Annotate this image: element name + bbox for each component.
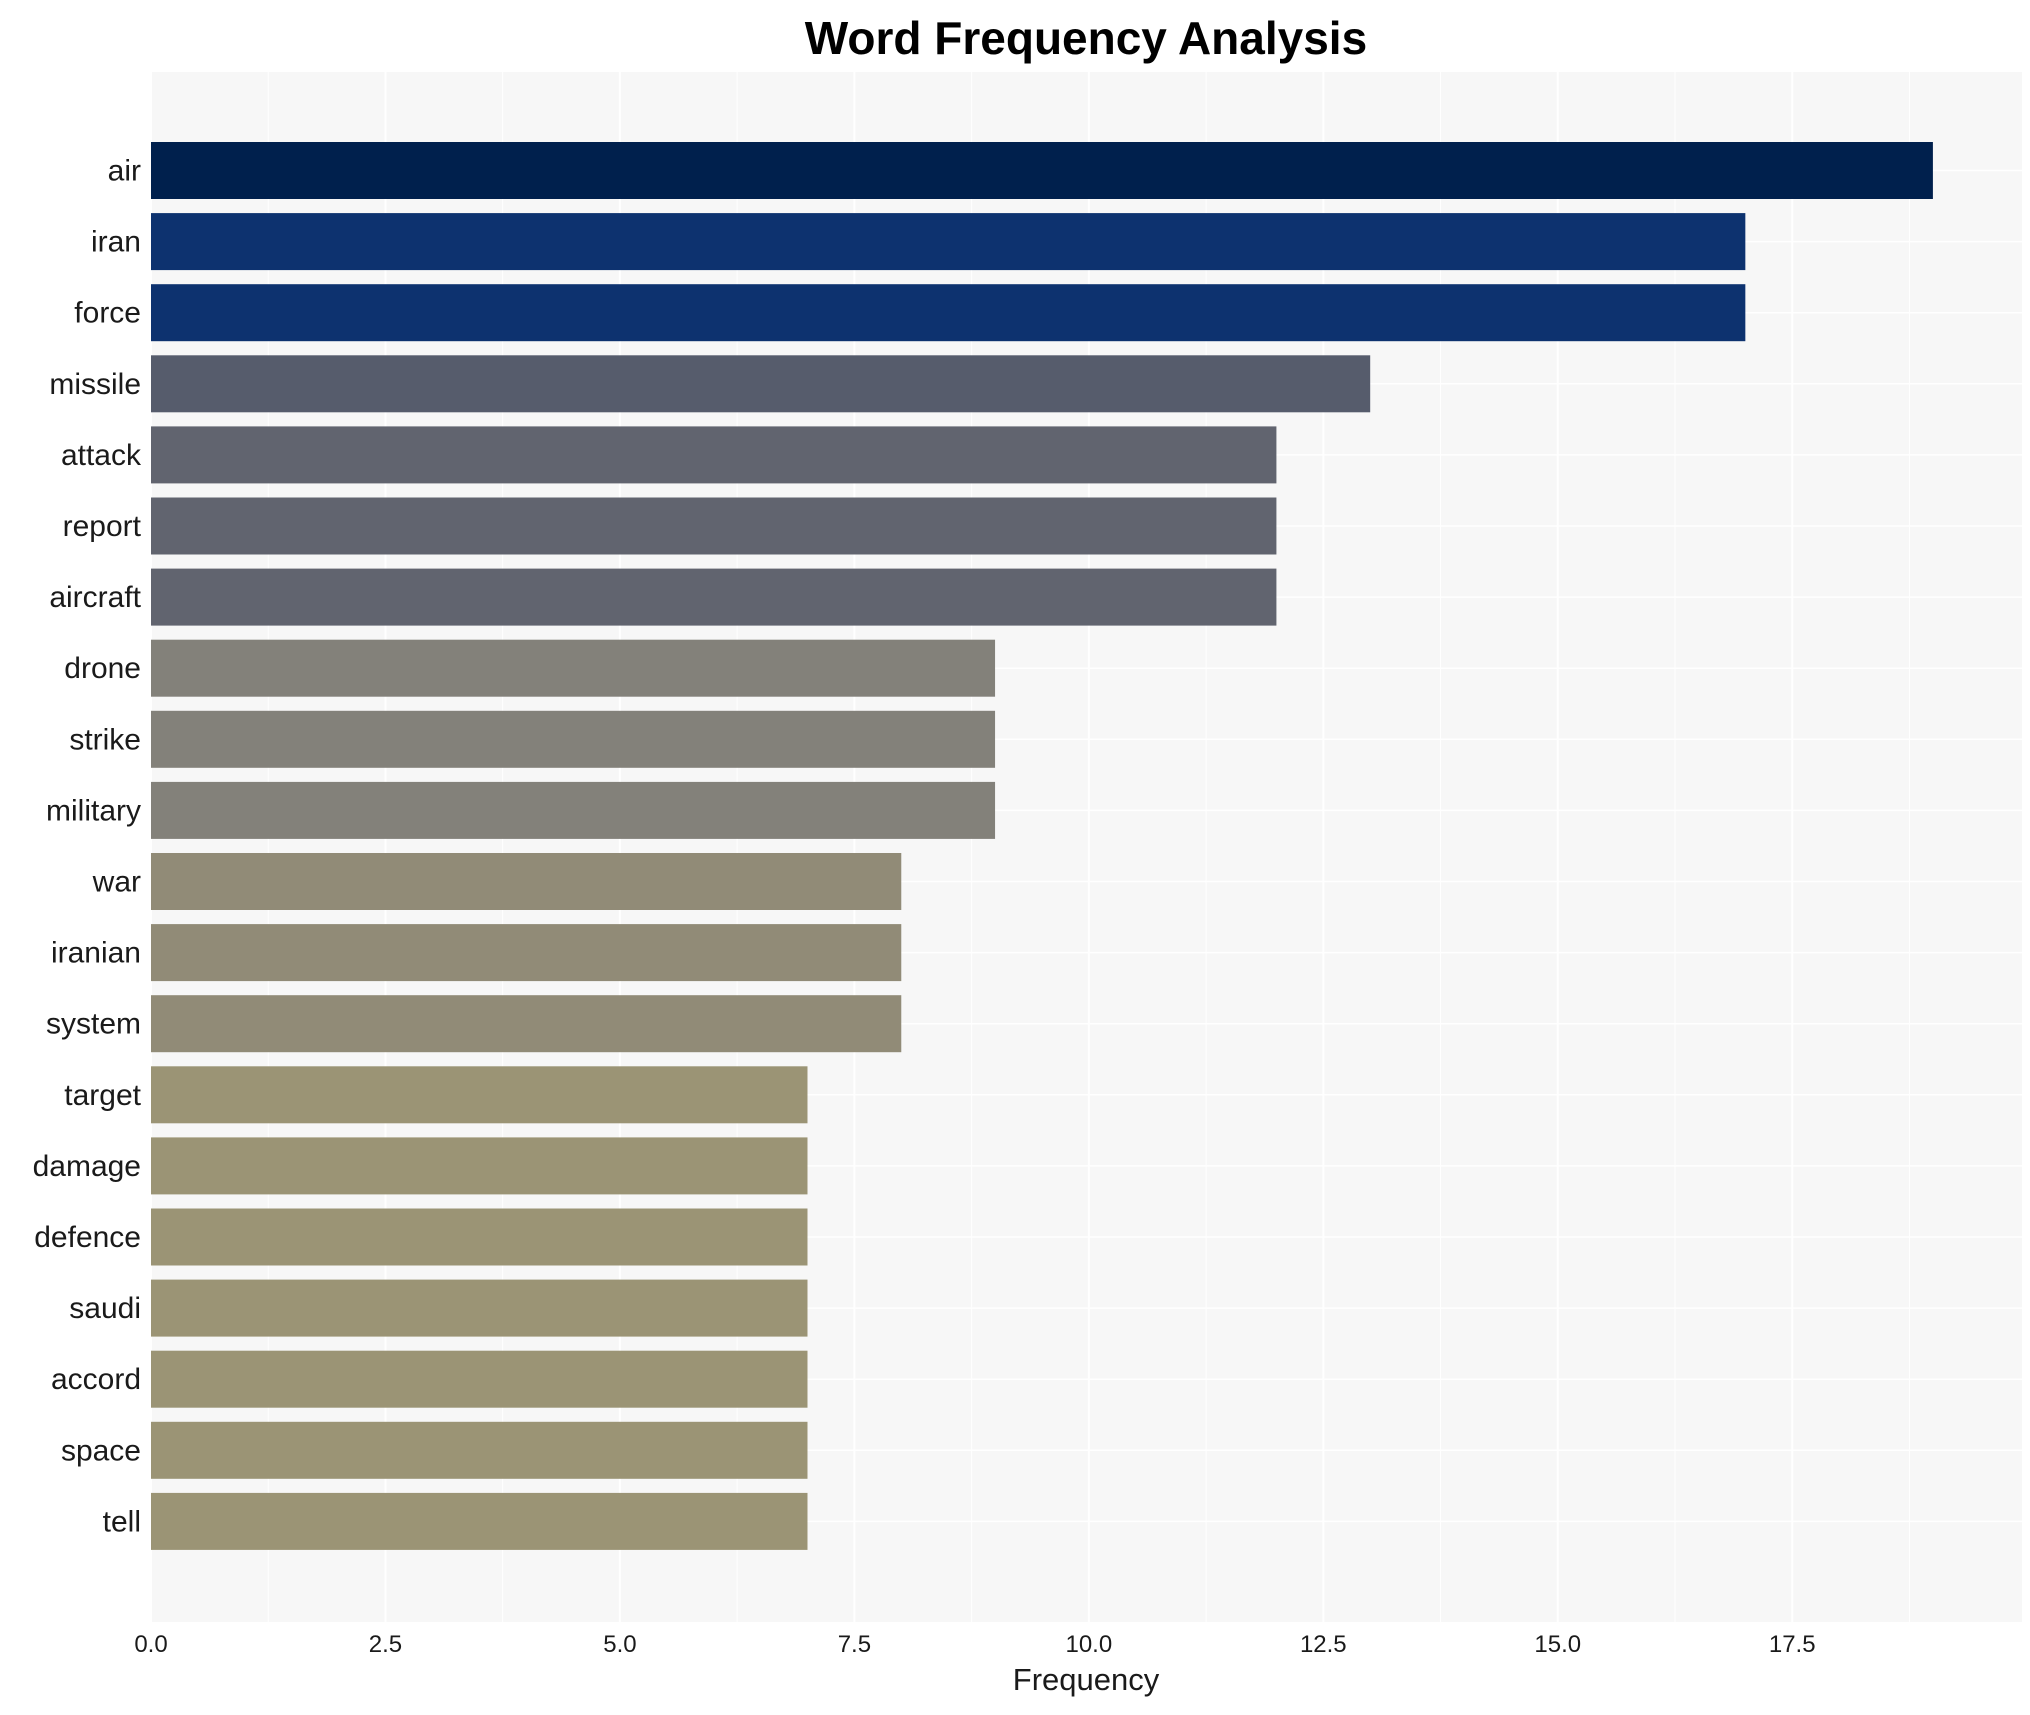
bar-defence: [151, 1208, 808, 1266]
bar-war: [151, 853, 902, 910]
bar-damage: [151, 1137, 808, 1195]
y-tick-label: attack: [61, 439, 142, 472]
bar-force: [151, 284, 1746, 342]
bar-aircraft: [151, 568, 1277, 626]
x-tick-label: 5.0: [603, 1631, 636, 1658]
y-tick-label: saudi: [69, 1292, 141, 1325]
bar-target: [151, 1066, 808, 1124]
bar-iran: [151, 213, 1746, 271]
y-tick-label: target: [64, 1079, 141, 1112]
y-tick-label: drone: [64, 652, 141, 685]
bar-iranian: [151, 924, 902, 982]
y-tick-label: report: [63, 510, 142, 543]
y-tick-label: air: [108, 155, 141, 188]
y-tick-label: aircraft: [49, 581, 141, 614]
bar-attack: [151, 426, 1277, 484]
y-tick-labels: air iran force missile attack report aircraft d…: [33, 155, 142, 1539]
y-tick-label: force: [74, 297, 141, 330]
y-tick-label: war: [92, 866, 141, 899]
y-tick-label: missile: [49, 368, 141, 401]
y-tick-label: damage: [33, 1150, 141, 1183]
x-tick-label: 17.5: [1769, 1631, 1816, 1658]
bar-space: [151, 1421, 808, 1479]
bar-military: [151, 781, 996, 839]
y-tick-label: system: [46, 1008, 141, 1041]
x-tick-labels: 0.0 2.5 5.0 7.5 10.0 12.5 15.0 17.5: [134, 1631, 1815, 1658]
bar-strike: [151, 710, 996, 768]
bars: [151, 142, 1933, 1550]
bar-missile: [151, 355, 1371, 413]
y-tick-label: strike: [69, 723, 141, 756]
x-tick-label: 10.0: [1065, 1631, 1112, 1658]
bar-tell: [151, 1492, 808, 1550]
y-tick-label: tell: [103, 1505, 141, 1538]
bar-drone: [151, 639, 996, 697]
x-tick-label: 7.5: [838, 1631, 871, 1658]
bar-system: [151, 995, 902, 1053]
y-tick-label: defence: [34, 1221, 141, 1254]
y-tick-label: accord: [51, 1363, 141, 1396]
bar-saudi: [151, 1279, 808, 1337]
bar-report: [151, 497, 1277, 555]
x-tick-label: 2.5: [369, 1631, 402, 1658]
x-tick-label: 15.0: [1534, 1631, 1581, 1658]
chart-title: Word Frequency Analysis: [805, 12, 1367, 64]
x-tick-label: 0.0: [134, 1631, 167, 1658]
x-tick-label: 12.5: [1300, 1631, 1347, 1658]
y-tick-label: military: [46, 794, 141, 827]
x-axis-label: Frequency: [1013, 1662, 1160, 1697]
y-tick-label: space: [61, 1434, 141, 1467]
bar-air: [151, 142, 1933, 199]
bar-accord: [151, 1350, 808, 1408]
y-tick-label: iran: [91, 226, 141, 259]
y-tick-label: iranian: [51, 937, 141, 970]
